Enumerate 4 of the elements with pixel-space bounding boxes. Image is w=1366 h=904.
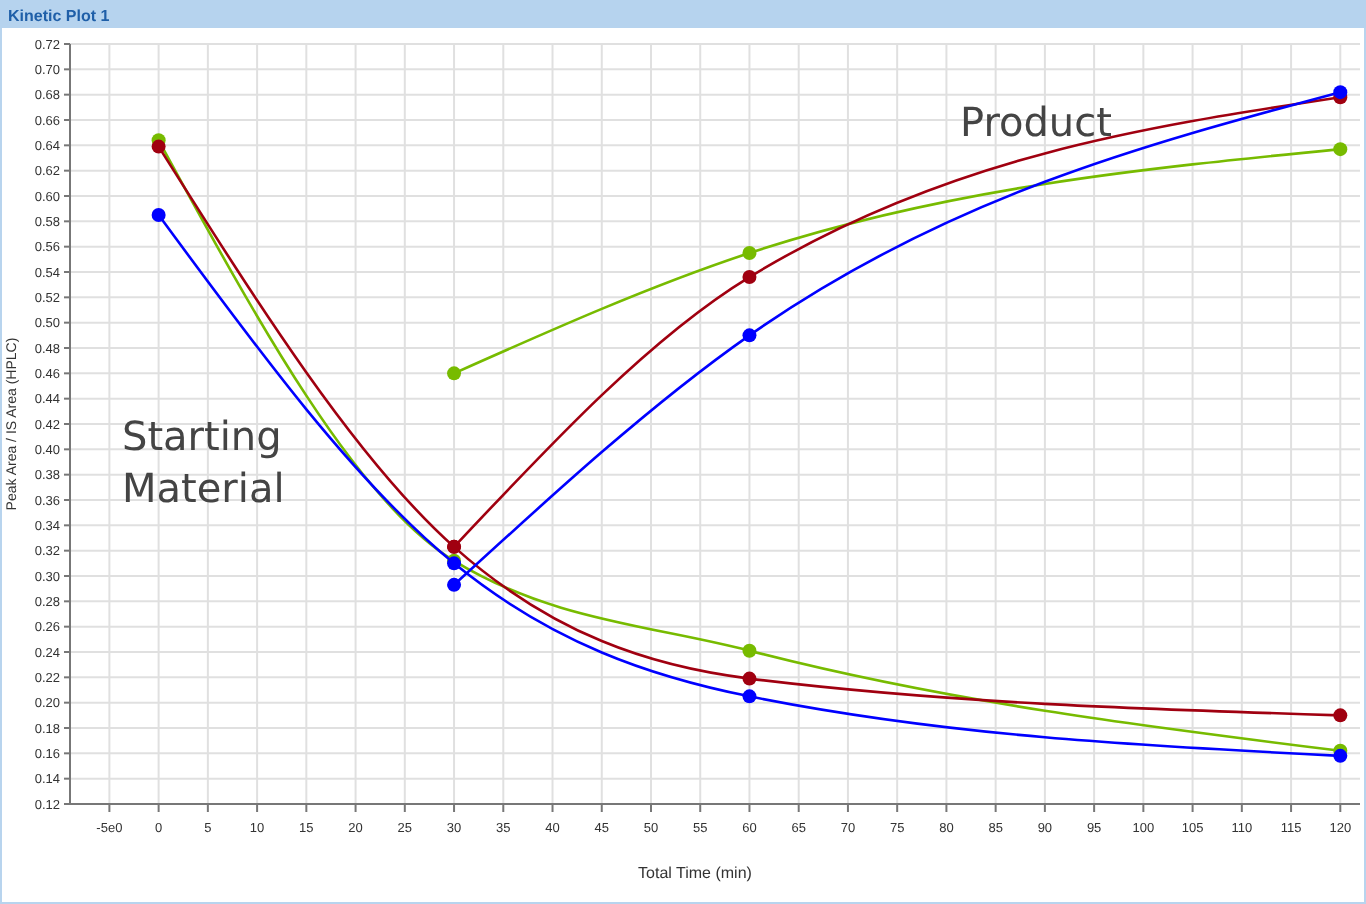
x-axis-title: Total Time (min) [638, 864, 753, 882]
chart-title: Kinetic Plot 1 [8, 7, 111, 25]
annotation: Product [960, 98, 1113, 146]
annotation: Starting Material [122, 412, 285, 512]
